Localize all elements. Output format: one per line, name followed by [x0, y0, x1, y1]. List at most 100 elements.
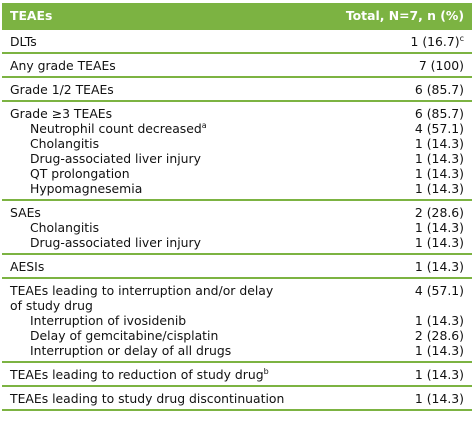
- table-row-group: TEAEs leading to interruption and/or del…: [2, 277, 472, 362]
- footnote-marker: a: [201, 120, 207, 130]
- value-text: 1 (14.3): [414, 367, 464, 382]
- row-label-cell: Grade ≥3 TEAEs Neutrophil count decreased…: [2, 100, 320, 200]
- row-label: TEAEs leading to reduction of study drug…: [10, 367, 312, 382]
- value-text: 7 (100): [418, 58, 464, 73]
- table-row-group: Any grade TEAEs 7 (100): [2, 52, 472, 77]
- teae-table-container: TEAEs Total, N=7, n (%) DLTs 1 (16.7)c Any…: [2, 3, 472, 411]
- row-value: 1 (14.3): [328, 367, 464, 382]
- value-text: 1 (14.3): [414, 235, 464, 250]
- row-value-cell: 1 (16.7)c: [320, 28, 472, 53]
- label-text: TEAEs leading to interruption and/or del…: [10, 283, 274, 298]
- table-row-group: TEAEs leading to reduction of study drug…: [2, 361, 472, 386]
- table-body: DLTs 1 (16.7)c Any grade TEAEs 7 (100) Grade…: [2, 28, 472, 411]
- label-text: Drug-associated liver injury: [30, 151, 201, 166]
- row-value: 1 (14.3): [328, 313, 464, 328]
- sub-row-label: QT prolongation: [10, 166, 312, 181]
- row-label-cell: Any grade TEAEs: [2, 52, 320, 77]
- label-text: TEAEs leading to study drug discontinuat…: [10, 391, 285, 406]
- row-label-cell: TEAEs leading to interruption and/or del…: [2, 277, 320, 362]
- label-text: Interruption or delay of all drugs: [30, 343, 232, 358]
- row-label: Grade ≥3 TEAEs: [10, 106, 312, 121]
- label-text: AESIs: [10, 259, 45, 274]
- sub-row-label: Hypomagnesemia: [10, 181, 312, 196]
- row-label: Any grade TEAEs: [10, 58, 312, 73]
- label-text: Drug-associated liver injury: [30, 235, 201, 250]
- row-value: 1 (14.3): [328, 235, 464, 250]
- value-text: 1 (14.3): [414, 313, 464, 328]
- table-row-group: SAEs Cholangitis Drug-associated liver inj…: [2, 199, 472, 254]
- row-label: AESIs: [10, 259, 312, 274]
- label-text: Hypomagnesemia: [30, 181, 143, 196]
- value-text: 6 (85.7): [414, 82, 464, 97]
- row-value-cell: 7 (100): [320, 52, 472, 77]
- footnote-marker: c: [459, 33, 464, 43]
- row-value-cell: 4 (57.1) 1 (14.3) 2 (28.6) 1 (14.3): [320, 277, 472, 362]
- row-label: SAEs: [10, 205, 312, 220]
- label-text: QT prolongation: [30, 166, 130, 181]
- row-value: 1 (14.3): [328, 343, 464, 358]
- row-value: 1 (14.3): [328, 220, 464, 235]
- label-text: DLTs: [10, 34, 37, 49]
- row-value: 6 (85.7): [328, 82, 464, 97]
- teae-table: TEAEs Total, N=7, n (%) DLTs 1 (16.7)c Any…: [2, 3, 472, 411]
- row-value-cell: 1 (14.3): [320, 253, 472, 278]
- value-text: 4 (57.1): [414, 121, 464, 136]
- row-value: 7 (100): [328, 58, 464, 73]
- row-label-cell: SAEs Cholangitis Drug-associated liver inj…: [2, 199, 320, 254]
- row-label-cell: TEAEs leading to reduction of study drug…: [2, 361, 320, 386]
- row-value: 1 (16.7)c: [328, 33, 465, 49]
- value-text: 2 (28.6): [414, 328, 464, 343]
- row-label-continuation: of study drug: [10, 298, 93, 313]
- value-text: 2 (28.6): [414, 205, 464, 220]
- value-text: 1 (14.3): [414, 391, 464, 406]
- row-value: 1 (14.3): [328, 136, 464, 151]
- value-text: 1 (14.3): [414, 343, 464, 358]
- value-text: 1 (14.3): [414, 181, 464, 196]
- value-text: 1 (14.3): [414, 136, 464, 151]
- label-text: Grade ≥3 TEAEs: [10, 106, 113, 121]
- row-value-cell: 1 (14.3): [320, 385, 472, 411]
- label-text: Grade 1/2 TEAEs: [10, 82, 114, 97]
- row-label-cell: TEAEs leading to study drug discontinuat…: [2, 385, 320, 411]
- row-label-cell: DLTs: [2, 28, 320, 53]
- label-text: Any grade TEAEs: [10, 58, 116, 73]
- label-text: Interruption of ivosidenib: [30, 313, 187, 328]
- sub-row-label: Cholangitis: [10, 136, 312, 151]
- row-value: 1 (14.3): [328, 259, 464, 274]
- row-value: 1 (14.3): [328, 166, 464, 181]
- row-label: DLTs: [10, 34, 312, 49]
- value-text: 1 (14.3): [414, 151, 464, 166]
- label-text: Neutrophil count decreased: [30, 121, 202, 136]
- sub-row-label: Drug-associated liver injury: [10, 235, 312, 250]
- value-text: 1 (14.3): [414, 220, 464, 235]
- row-label-cell: AESIs: [2, 253, 320, 278]
- sub-row-label: Drug-associated liver injury: [10, 151, 312, 166]
- table-header-row: TEAEs Total, N=7, n (%): [2, 3, 472, 29]
- label-text: Delay of gemcitabine/cisplatin: [30, 328, 219, 343]
- value-text: 1 (14.3): [414, 259, 464, 274]
- row-value: 2 (28.6): [328, 205, 464, 220]
- row-value-cell: 6 (85.7): [320, 76, 472, 101]
- row-value: 1 (14.3): [328, 391, 464, 406]
- value-text: 6 (85.7): [414, 106, 464, 121]
- sub-row-label: Cholangitis: [10, 220, 312, 235]
- table-row-group: TEAEs leading to study drug discontinuat…: [2, 385, 472, 411]
- value-text: 1 (16.7): [410, 34, 460, 49]
- label-text: TEAEs leading to reduction of study drug: [10, 367, 264, 382]
- row-value-spacer: [328, 298, 464, 313]
- row-value: 6 (85.7): [328, 106, 464, 121]
- table-row-group: AESIs 1 (14.3): [2, 253, 472, 278]
- header-teaes: TEAEs: [2, 3, 320, 29]
- label-text: SAEs: [10, 205, 41, 220]
- row-label: TEAEs leading to interruption and/or del…: [10, 283, 312, 298]
- table-row-group: DLTs 1 (16.7)c: [2, 28, 472, 53]
- sub-row-label: Neutrophil count decreaseda: [10, 121, 312, 136]
- sub-row-label: Interruption or delay of all drugs: [10, 343, 312, 358]
- footnote-marker: b: [263, 366, 269, 376]
- header-total: Total, N=7, n (%): [320, 3, 472, 29]
- label-text: Cholangitis: [30, 136, 100, 151]
- table-row-group: Grade ≥3 TEAEs Neutrophil count decreased…: [2, 100, 472, 200]
- label-text: Cholangitis: [30, 220, 100, 235]
- row-label: TEAEs leading to study drug discontinuat…: [10, 391, 312, 406]
- row-value-cell: 2 (28.6) 1 (14.3) 1 (14.3): [320, 199, 472, 254]
